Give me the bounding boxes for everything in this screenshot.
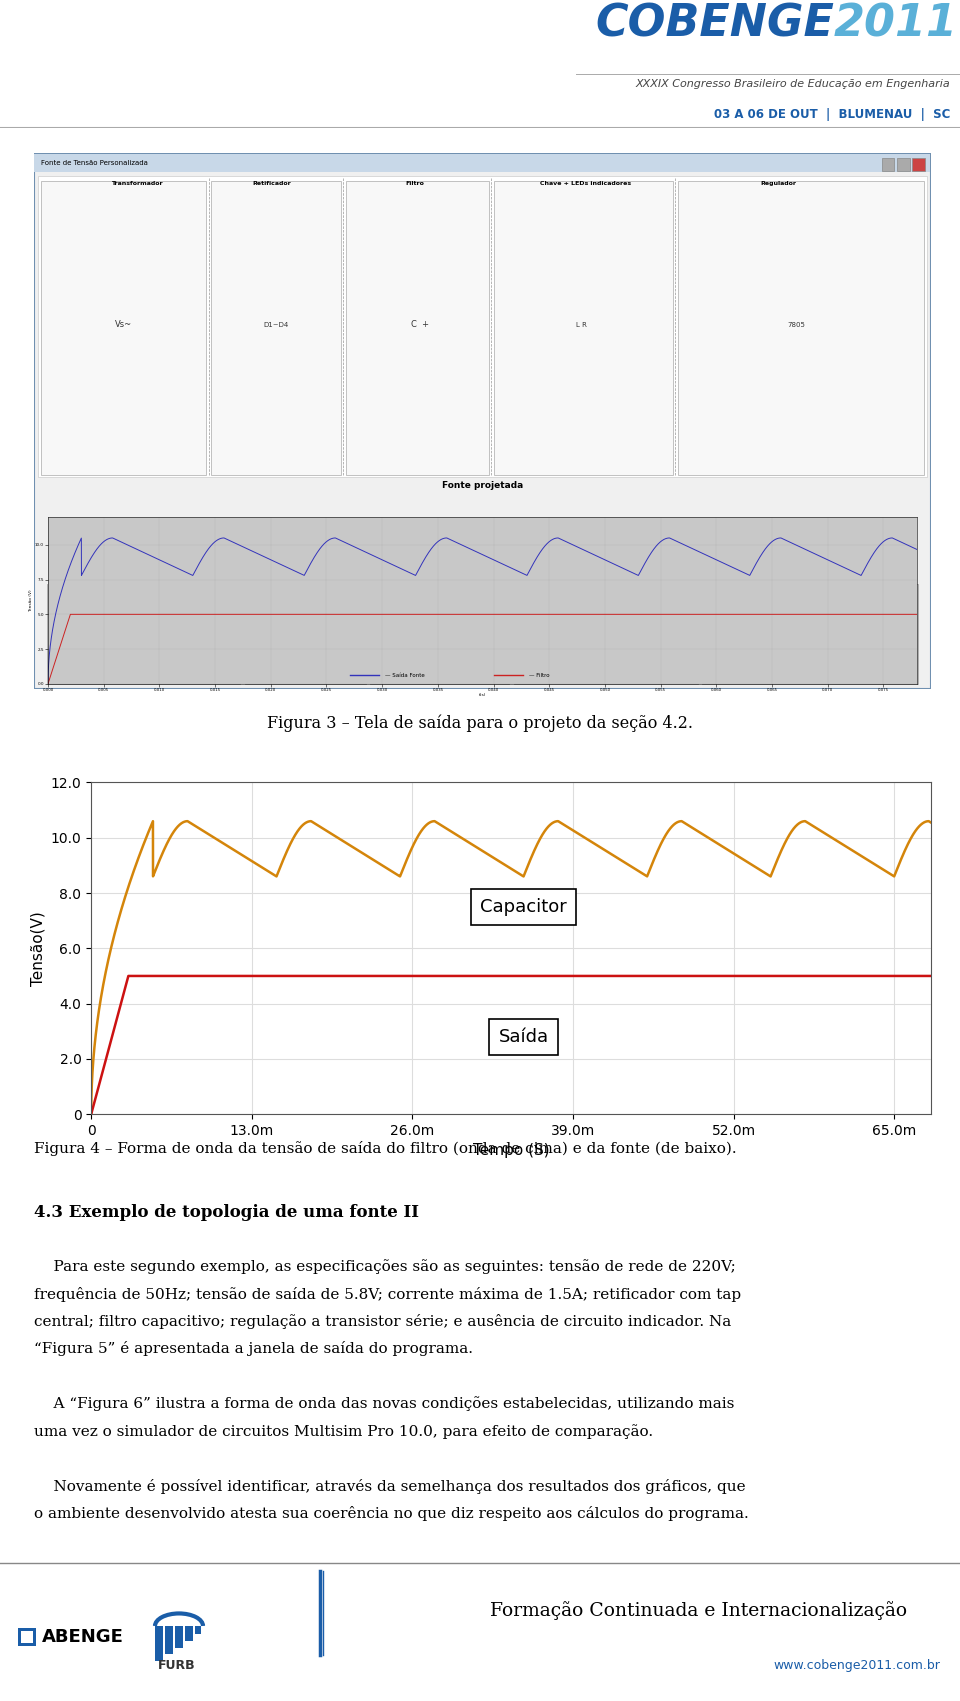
X-axis label: Tempo (S): Tempo (S) [473,1143,549,1158]
Text: 7805: 7805 [787,321,805,328]
Text: Novamente é possível identificar, através da semelhança dos resultados dos gráfi: Novamente é possível identificar, atravé… [34,1478,745,1493]
Text: Modelo sugerido: TR-100-012.: Modelo sugerido: TR-100-012. [58,634,132,638]
Text: Chave + LEDs indicadores: Chave + LEDs indicadores [540,180,631,185]
Bar [155,1626,163,1660]
Text: COBENGE: COBENGE [595,3,834,46]
Text: uma vez o simulador de circuitos Multisim Pro 10.0, para efeito de comparação.: uma vez o simulador de circuitos Multisi… [34,1424,653,1439]
Text: Regulador: Regulador [760,180,797,185]
Text: Capacitor: Capacitor [480,898,567,915]
Text: 1 Resistência de 620 ohms.: 1 Resistência de 620 ohms. [524,634,591,638]
Bar [40,180,206,475]
Bar [47,585,240,684]
Bar [185,1626,193,1641]
Text: 4 Diodos 1N4001.: 4 Diodos 1N4001. [255,604,300,609]
Text: 03 A 06 DE OUT  |  BLUMENAU  |  SC: 03 A 06 DE OUT | BLUMENAU | SC [714,109,950,121]
Text: ABENGE: ABENGE [42,1628,124,1647]
Text: www.cobenge2011.com.br: www.cobenge2011.com.br [773,1660,940,1672]
Text: frequência de 50Hz; tensão de saída de 5.8V; corrente máxima de 1.5A; retificado: frequência de 50Hz; tensão de saída de 5… [34,1286,741,1301]
Bar [175,1626,183,1648]
Text: Formação Continuada e Internacionalização: Formação Continuada e Internacionalizaçã… [490,1601,907,1621]
Text: D1~D4: D1~D4 [263,321,289,328]
Text: 1 Resistência de 620 ohms.: 1 Resistência de 620 ohms. [524,648,591,653]
Text: “Figura 5” é apresentada a janela de saída do programa.: “Figura 5” é apresentada a janela de saí… [34,1342,472,1356]
Text: Para este segundo exemplo, as especificações são as seguintes: tensão de rede de: Para este segundo exemplo, as especifica… [34,1259,735,1274]
Bar [346,180,489,475]
Text: Figura 4 – Forma de onda da tensão de saída do filtro (onda de cima) e da fonte : Figura 4 – Forma de onda da tensão de sa… [34,1141,736,1155]
Text: 2011: 2011 [833,3,957,46]
Bar [21,1631,33,1643]
Text: Dados do Transformador:: Dados do Transformador: [52,589,127,594]
Text: Dados do Filtro:: Dados do Filtro: [374,589,422,594]
Text: Dados do circuito indicador:: Dados do circuito indicador: [518,589,603,594]
Text: A “Figura 6” ilustra a forma de onda das novas condições estabelecidas, utilizan: A “Figura 6” ilustra a forma de onda das… [34,1397,734,1412]
Text: — Filtro: — Filtro [529,674,549,677]
Bar [38,177,926,478]
Text: Filtro: Filtro [406,180,424,185]
Bar [678,180,924,475]
Text: Dados do Retificador:: Dados do Retificador: [249,589,314,594]
Bar [514,585,698,684]
Bar [897,158,910,170]
Text: Tensão primária no transformador: 127.0 V.: Tensão primária no transformador: 127.0 … [58,604,164,609]
X-axis label: t(s): t(s) [479,694,486,697]
Text: XXXIX Congresso Brasileiro de Educação em Engenharia: XXXIX Congresso Brasileiro de Educação e… [636,80,950,88]
Bar [195,1626,201,1635]
Bar [494,180,673,475]
Text: 1 LED verde.: 1 LED verde. [524,619,556,624]
Y-axis label: Tensão(V): Tensão(V) [30,912,45,985]
Bar [371,585,510,684]
Text: Tensão secundária do transformador: 12.0 V.: Tensão secundária do transformador: 12.0… [58,619,167,624]
Text: L R: L R [576,321,587,328]
Text: — Saída Fonte: — Saída Fonte [385,674,424,677]
Text: 1 LED vermelho.: 1 LED vermelho. [524,604,565,609]
Text: Dados do Regulador:: Dados do Regulador: [707,589,769,594]
Text: Retificador: Retificador [252,180,291,185]
Bar [245,585,366,684]
Text: Capacitância: 220.0 uF.: Capacitância: 220.0 uF. [381,619,438,624]
Text: 4.3 Exemplo de topologia de uma fonte II: 4.3 Exemplo de topologia de uma fonte II [34,1204,419,1221]
Bar [912,158,924,170]
Y-axis label: Tensão (V): Tensão (V) [30,589,34,612]
Text: Fonte de Tensão Personalizada: Fonte de Tensão Personalizada [40,160,148,167]
Text: Tensão maior que: 10,60 V.: Tensão maior que: 10,60 V. [381,634,447,638]
Text: Figura 3 – Tela de saída para o projeto da seção 4.2.: Figura 3 – Tela de saída para o projeto … [267,714,693,731]
Bar [703,585,918,684]
Text: central; filtro capacitivo; regulação a transistor série; e ausência de circuito: central; filtro capacitivo; regulação a … [34,1313,731,1328]
Text: FURB: FURB [158,1660,196,1672]
Text: 1 Circuito integrado 7805.: 1 Circuito integrado 7805. [713,604,778,609]
Bar [882,158,895,170]
Text: 1 Capacitor:: 1 Capacitor: [381,604,411,609]
Text: Transformador: Transformador [111,180,162,185]
Text: o ambiente desenvolvido atesta sua coerência no que diz respeito aos cálculos do: o ambiente desenvolvido atesta sua coerê… [34,1507,749,1521]
Bar [165,1626,173,1653]
Bar [211,180,341,475]
Text: C  +: C + [411,320,428,328]
Bar [35,155,930,172]
Text: Saída: Saída [498,1027,548,1046]
Bar [18,1628,36,1647]
Text: Fonte projetada: Fonte projetada [442,481,523,490]
Text: Vs~: Vs~ [115,320,132,328]
